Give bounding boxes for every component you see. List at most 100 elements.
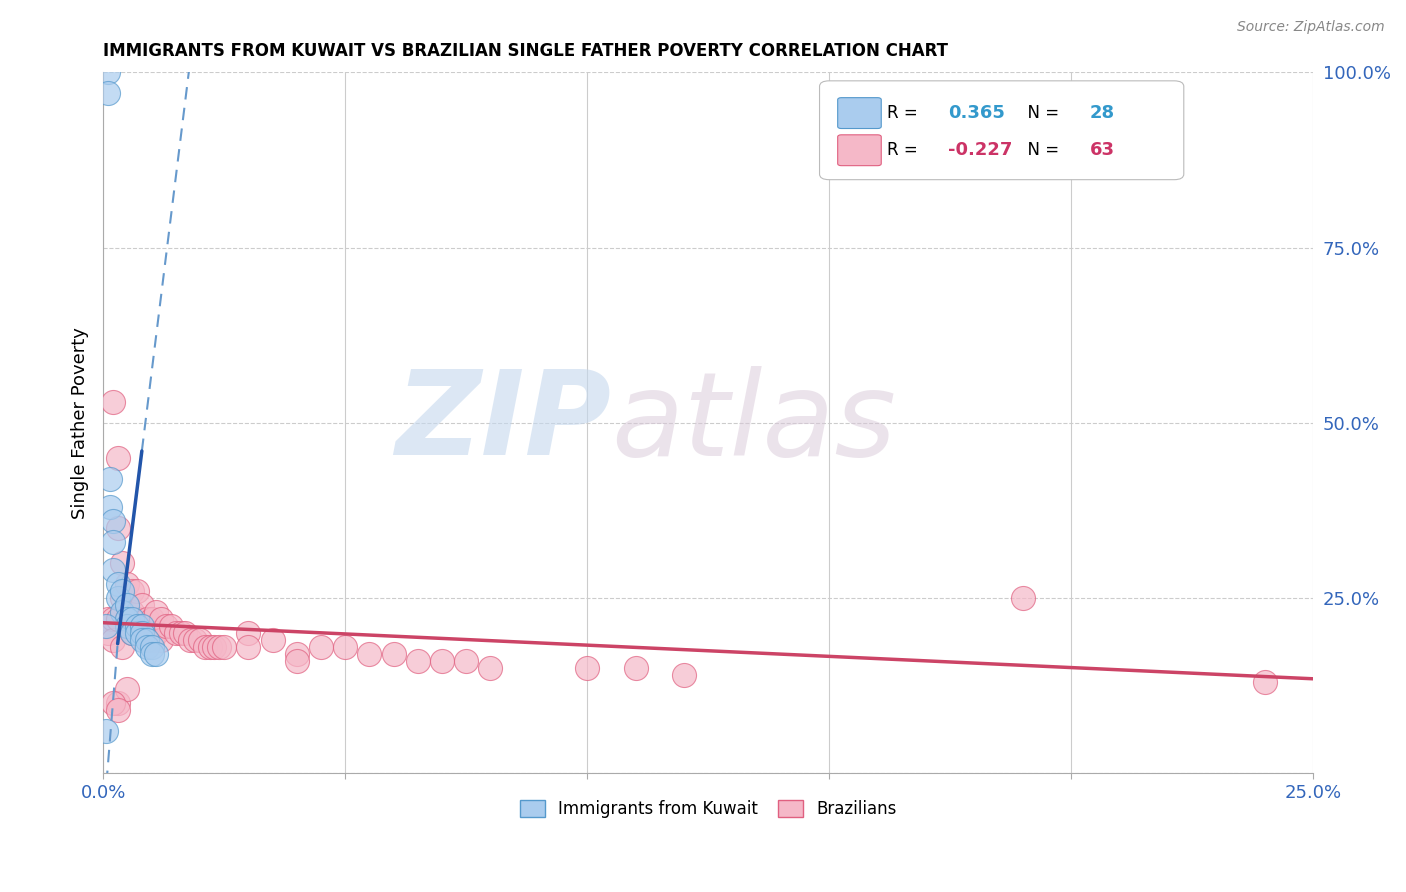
Point xyxy=(150,633,173,648)
Point xyxy=(101,563,124,577)
Text: IMMIGRANTS FROM KUWAIT VS BRAZILIAN SINGLE FATHER POVERTY CORRELATION CHART: IMMIGRANTS FROM KUWAIT VS BRAZILIAN SING… xyxy=(103,42,948,60)
Point xyxy=(285,654,308,668)
Point xyxy=(141,640,163,655)
Point xyxy=(111,584,134,599)
Point xyxy=(135,640,157,655)
Point xyxy=(100,500,122,514)
Point xyxy=(107,591,129,606)
Text: R =: R = xyxy=(887,104,924,122)
Point xyxy=(141,647,163,661)
Point xyxy=(238,626,260,640)
Point xyxy=(121,626,143,640)
Point xyxy=(97,626,120,640)
Point xyxy=(131,619,153,633)
Point xyxy=(212,640,235,655)
FancyBboxPatch shape xyxy=(838,97,882,128)
Point xyxy=(107,577,129,591)
Point xyxy=(111,556,134,570)
Point xyxy=(131,626,153,640)
Point xyxy=(111,591,134,606)
Point xyxy=(117,682,139,697)
Point xyxy=(141,612,163,626)
Point xyxy=(1254,675,1277,690)
Point xyxy=(125,626,148,640)
Point xyxy=(117,619,139,633)
Point xyxy=(97,612,120,626)
Point xyxy=(285,647,308,661)
Y-axis label: Single Father Poverty: Single Father Poverty xyxy=(72,327,89,519)
Point xyxy=(97,87,120,101)
Point xyxy=(107,696,129,710)
Point xyxy=(107,612,129,626)
Point xyxy=(117,598,139,612)
Point xyxy=(150,612,173,626)
Point xyxy=(101,514,124,528)
Point xyxy=(117,612,139,626)
Point xyxy=(131,633,153,648)
Point xyxy=(184,633,207,648)
Point xyxy=(100,472,122,486)
Point xyxy=(179,633,201,648)
Point xyxy=(125,619,148,633)
FancyBboxPatch shape xyxy=(820,81,1184,179)
Legend: Immigrants from Kuwait, Brazilians: Immigrants from Kuwait, Brazilians xyxy=(513,793,903,825)
Point xyxy=(456,654,478,668)
Point xyxy=(94,619,117,633)
FancyBboxPatch shape xyxy=(838,135,882,166)
Text: R =: R = xyxy=(887,141,924,160)
Point xyxy=(208,640,231,655)
Point xyxy=(238,640,260,655)
Text: 28: 28 xyxy=(1090,104,1115,122)
Point xyxy=(165,626,187,640)
Point xyxy=(198,640,221,655)
Point xyxy=(145,647,167,661)
Point xyxy=(1011,591,1033,606)
Point xyxy=(107,703,129,717)
Point xyxy=(101,633,124,648)
Point xyxy=(101,535,124,549)
Point xyxy=(262,633,284,648)
Point xyxy=(125,584,148,599)
Text: ZIP: ZIP xyxy=(395,366,612,481)
Point xyxy=(479,661,502,675)
Point xyxy=(117,577,139,591)
Point xyxy=(194,640,217,655)
Point xyxy=(111,605,134,619)
Point xyxy=(430,654,453,668)
Point xyxy=(117,612,139,626)
Point xyxy=(107,450,129,465)
Point xyxy=(576,661,599,675)
Point xyxy=(309,640,332,655)
Point xyxy=(101,395,124,409)
Point xyxy=(111,640,134,655)
Point xyxy=(333,640,356,655)
Text: 0.365: 0.365 xyxy=(948,104,1005,122)
Point xyxy=(121,626,143,640)
Point xyxy=(97,65,120,79)
Point xyxy=(141,633,163,648)
Text: 63: 63 xyxy=(1090,141,1115,160)
Point xyxy=(204,640,226,655)
Point xyxy=(131,598,153,612)
Point xyxy=(131,619,153,633)
Point xyxy=(174,626,197,640)
Point xyxy=(169,626,191,640)
Point xyxy=(94,724,117,739)
Point xyxy=(107,521,129,535)
Point xyxy=(406,654,429,668)
Point xyxy=(188,633,211,648)
Point xyxy=(624,661,647,675)
Point xyxy=(160,619,183,633)
Text: N =: N = xyxy=(1017,104,1064,122)
Point xyxy=(125,612,148,626)
Point xyxy=(135,626,157,640)
Text: -0.227: -0.227 xyxy=(948,141,1012,160)
Point xyxy=(121,605,143,619)
Point xyxy=(155,619,177,633)
Point xyxy=(359,647,381,661)
Point xyxy=(135,612,157,626)
Point xyxy=(121,584,143,599)
Text: atlas: atlas xyxy=(612,366,897,480)
Point xyxy=(101,696,124,710)
Point xyxy=(672,668,695,682)
